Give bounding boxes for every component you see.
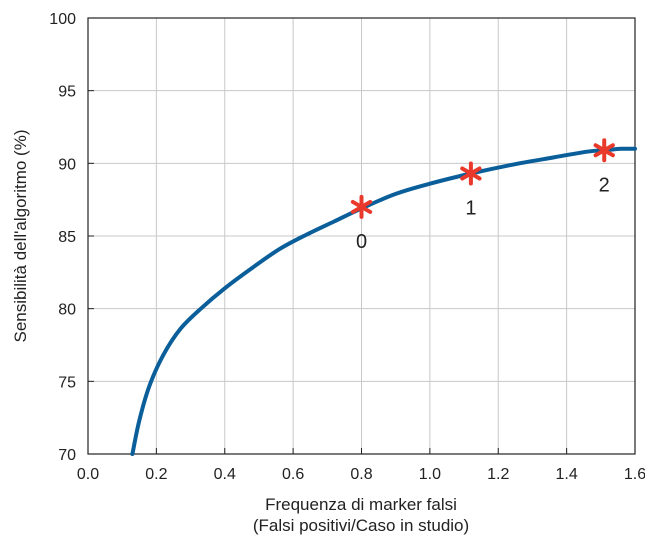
x-tick-label: 1.0 [419,466,441,483]
asterisk-marker [350,194,373,219]
y-tick-label: 95 [58,84,76,101]
x-axis-subtitle: (Falsi positivi/Caso in studio) [253,516,469,535]
markers: 0 1 2 [350,138,615,253]
y-axis-title: Sensibilità dell'algoritmo (%) [11,130,30,343]
grid [88,18,635,454]
y-tick-label: 85 [58,229,76,246]
x-tick-label: 0.0 [77,466,99,483]
roc-curve [130,146,637,456]
x-tick-label: 0.2 [145,466,167,483]
x-tick-label: 0.6 [282,466,304,483]
tick-labels: 0.0 0.2 0.4 0.6 0.8 1.0 1.2 1.4 1.6 70 75 80 85 90 95 1… [49,11,645,483]
y-tick-label: 90 [58,156,76,173]
x-axis-title: Frequenza di marker falsi [265,495,457,514]
x-tick-label: 1.2 [487,466,509,483]
marker-label: 2 [599,174,610,196]
marker-label: 0 [356,231,367,253]
asterisk-marker [460,161,482,186]
y-tick-label: 80 [58,302,76,319]
marker-label: 1 [465,198,476,220]
x-tick-label: 1.4 [556,466,578,483]
asterisk-marker [593,138,615,163]
x-tick-label: 0.4 [214,466,236,483]
y-tick-label: 100 [49,11,76,28]
y-tick-label: 75 [58,374,76,391]
x-tick-label: 0.8 [350,466,372,483]
y-tick-label: 70 [58,447,76,464]
x-tick-label: 1.6 [624,466,645,483]
